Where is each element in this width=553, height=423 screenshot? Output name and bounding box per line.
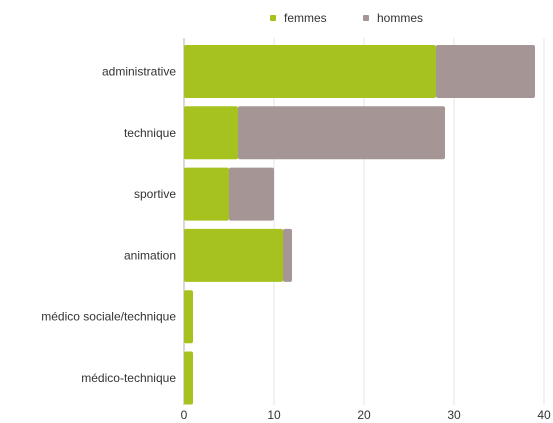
x-tick-label: 30	[447, 408, 461, 422]
bar-femmes	[184, 351, 193, 405]
bar-femmes	[184, 45, 436, 98]
bar-hommes	[283, 228, 292, 282]
gridlines	[183, 38, 545, 405]
bar-femmes	[184, 167, 229, 221]
category-label: animation	[124, 248, 176, 262]
x-tick-label: 10	[267, 408, 281, 422]
category-labels: administrative technique sportive animation…	[41, 65, 176, 386]
bar-femmes	[184, 106, 238, 160]
x-tick-label: 20	[357, 408, 371, 422]
category-label: médico sociale/technique	[41, 310, 176, 324]
bar-femmes	[184, 228, 283, 282]
category-label: sportive	[134, 187, 176, 201]
x-tick-labels: 0 10 20 30 40	[181, 408, 551, 422]
category-label: administrative	[102, 65, 176, 79]
legend-swatch-femmes	[270, 15, 276, 21]
category-label: médico-technique	[81, 371, 176, 385]
category-label: technique	[124, 126, 176, 140]
bar-hommes	[229, 167, 274, 221]
x-tick-label: 40	[537, 408, 551, 422]
legend-label-hommes: hommes	[377, 11, 423, 25]
x-tick-label: 0	[181, 408, 188, 422]
legend-label-femmes: femmes	[284, 11, 327, 25]
bar-hommes	[436, 45, 535, 98]
legend: femmes hommes	[270, 11, 423, 25]
bar-hommes	[238, 106, 445, 160]
bars	[184, 45, 535, 405]
bar-femmes	[184, 290, 193, 344]
legend-swatch-hommes	[363, 15, 369, 21]
